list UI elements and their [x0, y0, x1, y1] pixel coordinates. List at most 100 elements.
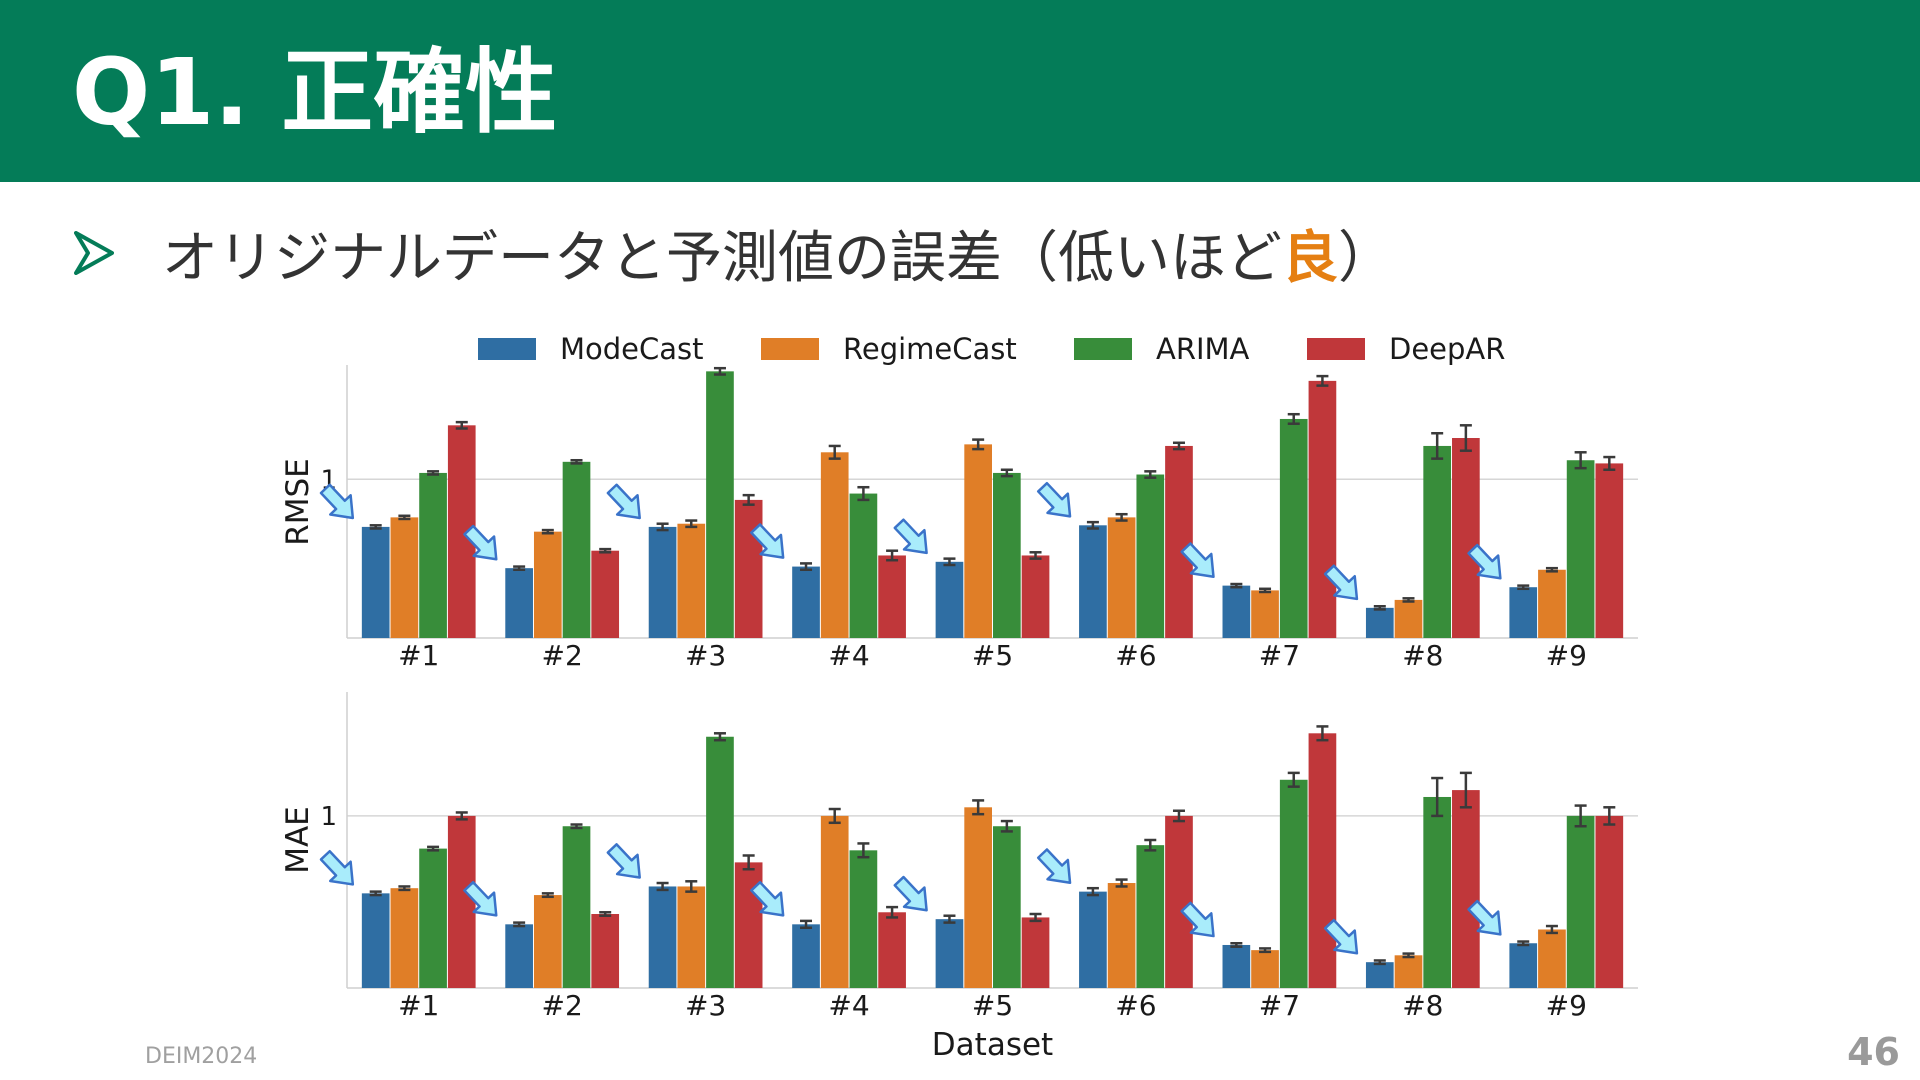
mae-highlight-arrow-icon: [319, 849, 355, 886]
mae-xtick-label: #5: [972, 989, 1013, 1022]
rmse-highlight-arrow-icon: [1036, 481, 1072, 518]
rmse-bar-deepar: [591, 550, 620, 638]
mae-xtick-label: #6: [1115, 989, 1156, 1022]
mae-bar-modecast: [648, 886, 677, 988]
mae-ytick-label: 1: [320, 802, 337, 832]
mae-bar-modecast: [935, 919, 964, 988]
footer-conference: DEIM2024: [145, 1044, 258, 1069]
bullet-text-emphasis: 良: [1282, 225, 1338, 291]
title-bar: Q1. 正確性: [0, 0, 1920, 182]
rmse-bar-deepar: [1021, 555, 1050, 638]
mae-bar-arima: [419, 848, 447, 988]
rmse-bar-regimecast: [820, 452, 849, 638]
rmse-bar-modecast: [1079, 525, 1107, 638]
rmse-bar-deepar: [1165, 445, 1193, 638]
rmse-bar-arima: [419, 472, 447, 638]
rmse-bar-arima: [1136, 474, 1165, 638]
mae-bar-regimecast: [1394, 955, 1423, 988]
rmse-bar-modecast: [1509, 587, 1538, 638]
rmse-bar-deepar: [1452, 438, 1480, 638]
rmse-highlight-arrow-icon: [463, 524, 498, 561]
mae-xtick-label: #8: [1402, 989, 1443, 1022]
rmse-bar-modecast: [792, 566, 820, 638]
mae-xtick-label: #7: [1259, 989, 1300, 1022]
bullet-text-close: ）: [1338, 225, 1394, 291]
mae-bar-regimecast: [390, 888, 419, 988]
mae-bar-arima: [1566, 815, 1595, 988]
mae-highlight-arrow-icon: [1323, 918, 1359, 955]
mae-bar-deepar: [1452, 790, 1480, 988]
rmse-highlight-arrow-icon: [1323, 564, 1359, 601]
rmse-highlight-arrow-icon: [1467, 543, 1502, 580]
rmse-xtick-label: #8: [1402, 639, 1443, 672]
mae-bar-deepar: [1595, 815, 1624, 988]
mae-highlight-arrow-icon: [1036, 848, 1072, 884]
mae-bar-arima: [993, 826, 1021, 988]
rmse-bar-regimecast: [1394, 599, 1423, 638]
rmse-xtick-label: #9: [1546, 639, 1587, 672]
mae-bar-arima: [562, 826, 591, 988]
rmse-bar-regimecast: [1251, 590, 1279, 638]
legend-label-regimecast: RegimeCast: [843, 332, 1017, 366]
rmse-bar-regimecast: [390, 517, 419, 638]
legend-label-arima: ARIMA: [1156, 332, 1250, 366]
mae-bar-regimecast: [677, 886, 706, 988]
legend-swatch-regimecast: [761, 338, 819, 360]
mae-bar-arima: [1423, 796, 1452, 988]
bullet-text: オリジナルデータと予測値の誤差（低いほど良）: [162, 213, 1394, 294]
rmse-bar-arima: [1423, 445, 1452, 638]
rmse-bar-arima: [562, 461, 591, 638]
rmse-bar-modecast: [361, 526, 390, 638]
mae-axis-label: MAE: [280, 806, 316, 874]
legend-swatch-deepar: [1307, 338, 1365, 360]
rmse-xtick-label: #1: [398, 639, 439, 672]
mae-bar-modecast: [361, 893, 390, 988]
mae-bar-deepar: [1021, 917, 1050, 988]
mae-xtick-label: #9: [1546, 989, 1587, 1022]
rmse-highlight-arrow-icon: [893, 518, 928, 555]
rmse-bar-arima: [993, 472, 1021, 638]
slide-title: Q1. 正確性: [72, 39, 558, 146]
mae-xtick-label: #1: [398, 989, 439, 1022]
mae-bar-deepar: [447, 815, 476, 988]
mae-bar-deepar: [1308, 733, 1337, 988]
legend-swatch-arima: [1074, 338, 1132, 360]
mae-bar-arima: [849, 850, 878, 988]
mae-xtick-label: #2: [542, 989, 583, 1022]
mae-bar-regimecast: [1107, 883, 1136, 988]
mae-bar-regimecast: [533, 895, 562, 988]
arrow-bullet-icon: [74, 223, 122, 283]
mae-bar-modecast: [1079, 891, 1107, 988]
mae-highlight-arrow-icon: [606, 843, 641, 879]
mae-xtick-label: #3: [685, 989, 726, 1022]
mae-bar-arima: [1279, 779, 1308, 988]
rmse-bar-modecast: [935, 561, 964, 638]
mae-bar-regimecast: [1538, 929, 1566, 988]
mae-bar-deepar: [591, 914, 620, 988]
mae-bar-regimecast: [820, 815, 849, 988]
mae-bar-modecast: [1365, 962, 1394, 988]
mae-bar-modecast: [505, 924, 533, 988]
bullet-text-open: （低いほど: [1002, 225, 1282, 291]
rmse-bar-regimecast: [1538, 569, 1566, 638]
rmse-bar-regimecast: [1107, 517, 1136, 638]
mae-highlight-arrow-icon: [463, 880, 498, 917]
rmse-bar-arima: [706, 371, 734, 638]
rmse-bar-arima: [1566, 460, 1595, 638]
rmse-bar-deepar: [878, 555, 906, 638]
mae-bar-regimecast: [1251, 950, 1279, 988]
mae-bar-arima: [706, 736, 734, 988]
mae-highlight-arrow-icon: [1467, 899, 1502, 936]
mae-bar-regimecast: [964, 807, 992, 988]
mae-bar-modecast: [1222, 944, 1251, 988]
mae-highlight-arrow-icon: [750, 880, 785, 917]
rmse-bar-deepar: [1308, 380, 1337, 638]
rmse-highlight-arrow-icon: [319, 483, 355, 520]
rmse-bar-modecast: [1222, 585, 1251, 638]
mae-bar-deepar: [1165, 815, 1193, 988]
rmse-bar-deepar: [1595, 463, 1624, 638]
rmse-bar-regimecast: [677, 523, 706, 638]
rmse-highlight-arrow-icon: [606, 483, 641, 520]
rmse-bar-arima: [1279, 418, 1308, 638]
mae-bar-arima: [1136, 845, 1165, 988]
